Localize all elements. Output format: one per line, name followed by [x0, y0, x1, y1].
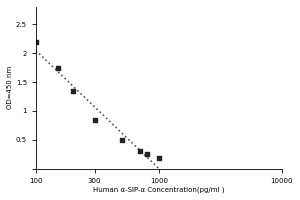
Point — [92, 118, 97, 121]
Point — [34, 40, 38, 43]
Y-axis label: OD=450 nm: OD=450 nm — [7, 66, 13, 109]
Point — [70, 89, 75, 92]
Point — [156, 157, 161, 160]
Point — [137, 150, 142, 153]
Point — [145, 153, 149, 156]
Point — [119, 138, 124, 141]
Point — [55, 66, 60, 69]
X-axis label: Human α-SIP-α Concentration(pg/ml ): Human α-SIP-α Concentration(pg/ml ) — [93, 187, 225, 193]
